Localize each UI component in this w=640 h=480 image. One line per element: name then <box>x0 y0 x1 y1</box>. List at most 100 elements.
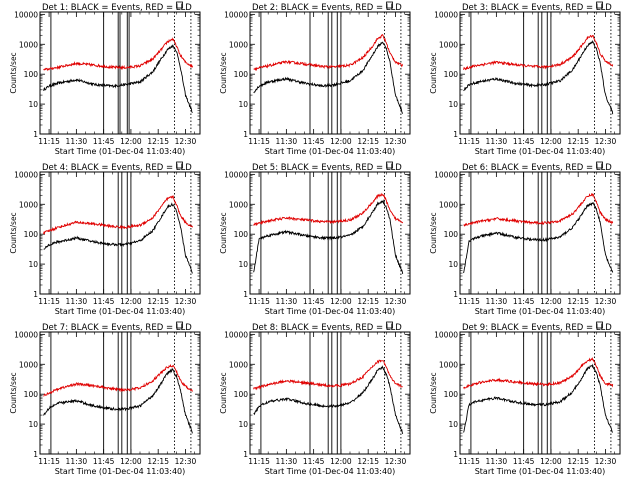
flag-box <box>386 321 393 329</box>
x-tick-label: 12:30 <box>175 137 197 146</box>
x-axis-label: Start Time (01-Dec-04 11:03:40) <box>475 147 606 156</box>
y-tick-label: 1000 <box>19 40 38 49</box>
series-line-events <box>463 363 613 433</box>
x-tick-label: 12:15 <box>147 297 169 306</box>
y-tick-label: 10000 <box>224 10 248 19</box>
y-tick-label: 10 <box>28 420 38 429</box>
x-tick-label: 12:00 <box>330 297 352 306</box>
x-tick-label: 12:15 <box>357 137 379 146</box>
y-tick-label: 100 <box>24 390 39 399</box>
x-tick-label: 12:00 <box>120 137 142 146</box>
x-tick-label: 12:30 <box>595 457 617 466</box>
x-tick-label: 12:30 <box>595 297 617 306</box>
x-tick-label: 11:45 <box>513 457 535 466</box>
x-tick-label: 11:15 <box>458 297 480 306</box>
detector-panel-4: Det 4: BLACK = Events, RED = LLD 1 10 100 10… <box>9 161 201 316</box>
y-axis-label: Counts/sec <box>219 372 228 413</box>
y-axis-label: Counts/sec <box>9 52 18 93</box>
y-axis-label: Counts/sec <box>9 212 18 253</box>
flag-box <box>596 1 603 9</box>
panel-title: Det 6: BLACK = Events, RED = LLD <box>462 163 612 173</box>
y-tick-label: 1 <box>453 130 458 139</box>
panel-title: Det 7: BLACK = Events, RED = LLD <box>42 323 192 333</box>
y-tick-label: 10 <box>238 420 248 429</box>
detector-panel-9: Det 9: BLACK = Events, RED = LLD 1 10 100 10… <box>429 321 621 476</box>
plot-frame <box>459 171 621 295</box>
flag-box <box>596 161 603 169</box>
panel-title: Det 8: BLACK = Events, RED = LLD <box>252 323 402 333</box>
y-tick-label: 100 <box>24 70 39 79</box>
x-tick-label: 12:30 <box>175 297 197 306</box>
series-line-events <box>463 40 614 115</box>
x-tick-label: 12:00 <box>540 297 562 306</box>
series-line-events <box>253 365 404 435</box>
y-tick-label: 1 <box>453 450 458 459</box>
plot-frame <box>39 331 201 455</box>
x-tick-label: 11:15 <box>38 137 60 146</box>
x-tick-label: 11:30 <box>276 297 298 306</box>
y-tick-label: 1000 <box>19 360 38 369</box>
y-tick-label: 100 <box>234 230 249 239</box>
series-line-lld <box>463 356 614 390</box>
y-tick-label: 1000 <box>229 40 248 49</box>
y-tick-label: 10 <box>448 100 458 109</box>
x-tick-label: 12:30 <box>385 137 407 146</box>
series-line-events <box>253 41 404 114</box>
y-tick-label: 100 <box>234 390 249 399</box>
series-line-lld <box>43 194 194 235</box>
y-axis-label: Counts/sec <box>429 52 438 93</box>
x-tick-label: 11:15 <box>38 457 60 466</box>
detector-panel-8: Det 8: BLACK = Events, RED = LLD 1 10 100 10… <box>219 321 411 476</box>
y-tick-label: 10 <box>448 420 458 429</box>
y-tick-label: 10 <box>28 260 38 269</box>
x-tick-label: 12:00 <box>120 457 142 466</box>
x-tick-label: 11:15 <box>248 137 270 146</box>
x-axis-label: Start Time (01-Dec-04 11:03:40) <box>55 307 186 316</box>
x-tick-label: 12:00 <box>540 457 562 466</box>
x-tick-label: 12:15 <box>357 457 379 466</box>
x-tick-label: 12:00 <box>330 457 352 466</box>
y-axis-label: Counts/sec <box>219 212 228 253</box>
y-tick-label: 10 <box>448 260 458 269</box>
plot-frame <box>459 11 621 135</box>
x-tick-label: 12:30 <box>385 457 407 466</box>
flag-box <box>176 161 183 169</box>
y-tick-label: 1 <box>453 290 458 299</box>
y-tick-label: 10000 <box>434 10 458 19</box>
x-axis-label: Start Time (01-Dec-04 11:03:40) <box>265 467 396 476</box>
series-line-events <box>43 202 193 274</box>
y-tick-label: 1 <box>33 290 38 299</box>
x-tick-label: 11:15 <box>248 457 270 466</box>
x-tick-label: 11:30 <box>486 137 508 146</box>
x-tick-label: 11:15 <box>458 137 480 146</box>
series-line-events <box>43 367 193 434</box>
y-tick-label: 1000 <box>229 200 248 209</box>
x-axis-label: Start Time (01-Dec-04 11:03:40) <box>265 307 396 316</box>
flag-box <box>176 321 183 329</box>
detector-panel-7: Det 7: BLACK = Events, RED = LLD 1 10 100 10… <box>9 321 201 476</box>
x-axis-label: Start Time (01-Dec-04 11:03:40) <box>55 147 186 156</box>
x-tick-label: 11:45 <box>513 297 535 306</box>
panel-title: Det 9: BLACK = Events, RED = LLD <box>462 323 612 333</box>
y-tick-label: 10000 <box>434 330 458 339</box>
y-tick-label: 10 <box>238 260 248 269</box>
y-tick-label: 100 <box>234 70 249 79</box>
y-tick-label: 10000 <box>434 170 458 179</box>
x-tick-label: 11:30 <box>66 457 88 466</box>
y-tick-label: 10000 <box>224 170 248 179</box>
y-tick-label: 1 <box>243 290 248 299</box>
x-tick-label: 11:30 <box>276 137 298 146</box>
x-tick-label: 11:45 <box>513 137 535 146</box>
series-line-lld <box>253 359 403 391</box>
x-tick-label: 11:30 <box>276 457 298 466</box>
y-tick-label: 1 <box>33 450 38 459</box>
plot-frame <box>39 11 201 135</box>
x-tick-label: 11:45 <box>303 137 325 146</box>
y-tick-label: 1000 <box>229 360 248 369</box>
flag-box <box>596 321 603 329</box>
y-tick-label: 1 <box>33 130 38 139</box>
x-tick-label: 12:15 <box>147 137 169 146</box>
y-tick-label: 10000 <box>14 10 38 19</box>
plot-frame <box>249 11 411 135</box>
x-tick-label: 12:15 <box>567 297 589 306</box>
